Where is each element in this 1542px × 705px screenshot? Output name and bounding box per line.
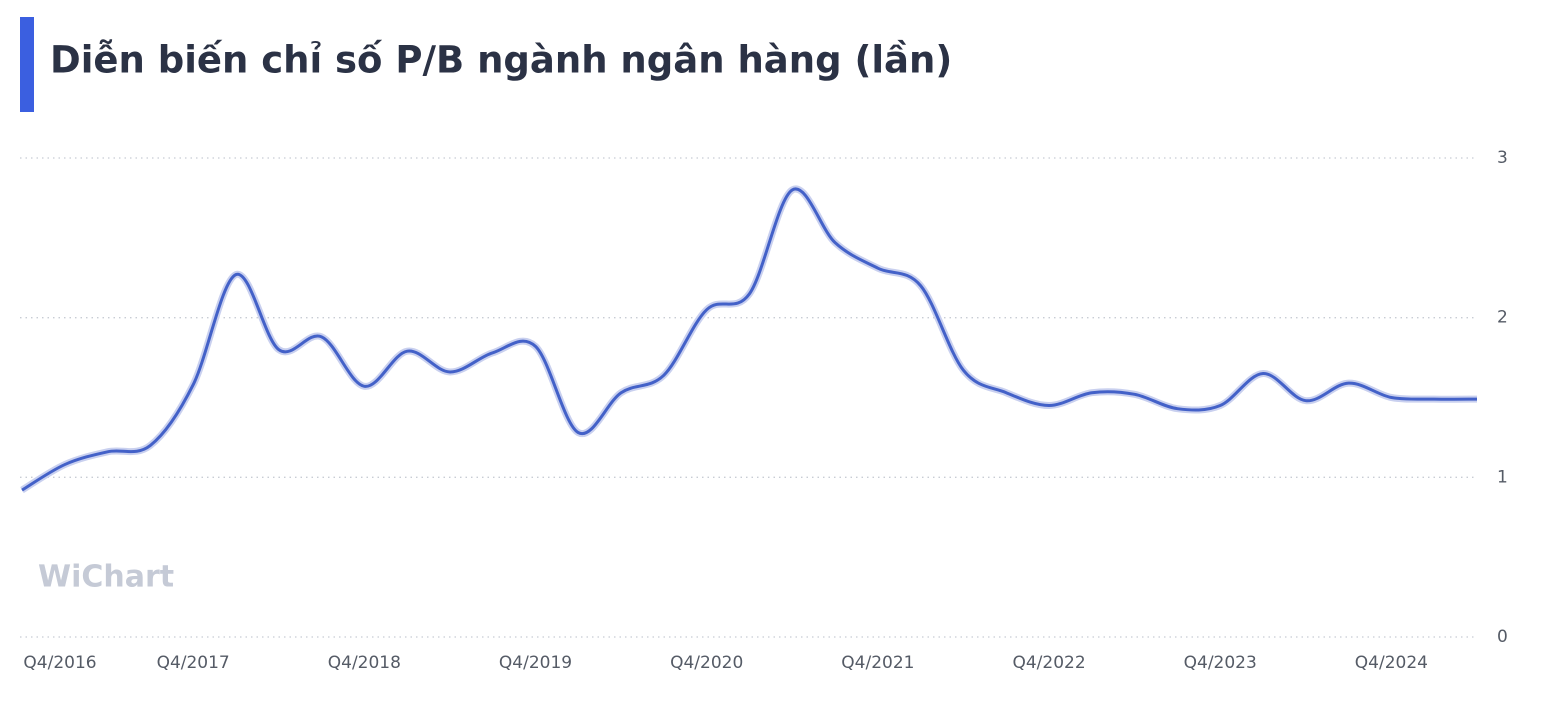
x-tick-label: Q4/2018 <box>328 653 401 673</box>
x-tick-label: Q4/2023 <box>1184 653 1257 673</box>
x-tick-label: Q4/2021 <box>841 653 914 673</box>
y-tick-label: 3 <box>1497 148 1508 168</box>
y-tick-label: 1 <box>1497 467 1508 487</box>
x-tick-label: Q4/2022 <box>1012 653 1085 673</box>
y-tick-label: 2 <box>1497 308 1508 328</box>
watermark: WiChart <box>38 560 174 595</box>
title-accent <box>20 17 34 112</box>
x-tick-label: Q4/2020 <box>670 653 743 673</box>
chart-title: Diễn biến chỉ số P/B ngành ngân hàng (lầ… <box>50 39 952 82</box>
y-tick-label: 0 <box>1497 627 1508 647</box>
x-tick-label: Q4/2017 <box>157 653 230 673</box>
line-shadow <box>20 185 1478 494</box>
x-tick-label: Q4/2024 <box>1355 653 1428 673</box>
line <box>21 187 1478 492</box>
x-tick-label: Q4/2019 <box>499 653 572 673</box>
x-tick-label: Q4/2016 <box>23 653 96 673</box>
